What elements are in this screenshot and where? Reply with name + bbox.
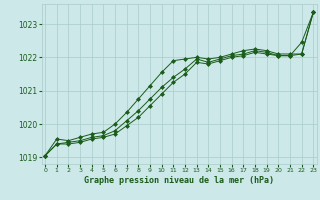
- X-axis label: Graphe pression niveau de la mer (hPa): Graphe pression niveau de la mer (hPa): [84, 176, 274, 185]
